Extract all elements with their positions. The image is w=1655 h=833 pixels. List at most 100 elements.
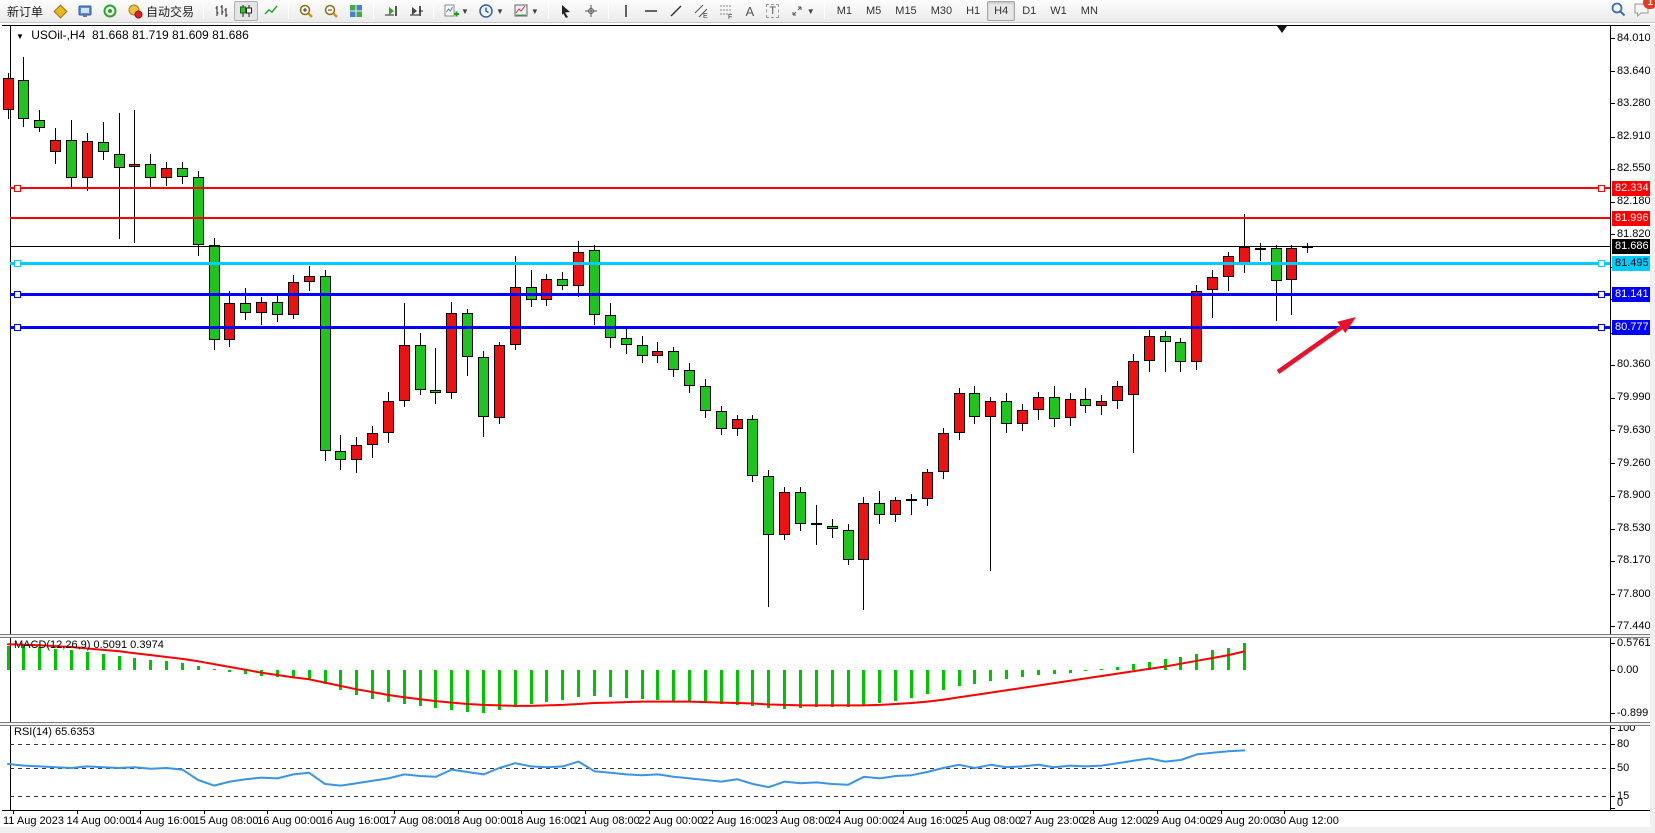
candlestick — [905, 499, 917, 502]
auto-scroll-button[interactable] — [379, 1, 403, 21]
candlestick — [874, 502, 886, 516]
time-axis-label: 30 Aug 12:00 — [1274, 815, 1339, 827]
dropdown-caret-icon: ▼ — [461, 6, 469, 16]
new-order-button[interactable]: 新订单 — [3, 1, 47, 21]
rsi-axis-label: 80 — [1617, 737, 1630, 750]
horizontal-line-81.686[interactable] — [10, 245, 1610, 247]
timeframe-button-M5[interactable]: M5 — [866, 5, 882, 17]
macd-histogram-bar — [751, 670, 755, 707]
chart-shift-marker[interactable] — [1277, 26, 1287, 33]
notifications-button[interactable]: 1 — [1633, 0, 1655, 18]
candlestick — [446, 312, 458, 393]
timeframe-button-M30[interactable]: M30 — [930, 5, 953, 17]
rsi-axis-tick — [1610, 808, 1615, 809]
line-handle[interactable] — [1598, 324, 1605, 331]
periods-button[interactable]: ▼ — [474, 1, 508, 21]
line-handle[interactable] — [14, 259, 21, 267]
candlestick — [97, 141, 109, 152]
candlestick-mode-button[interactable] — [234, 1, 259, 21]
time-tick — [140, 810, 142, 814]
price-tick — [1610, 626, 1615, 628]
zoom-out-button[interactable] — [319, 1, 343, 21]
macd-histogram-bar — [1116, 667, 1119, 671]
candlestick — [969, 392, 981, 417]
horizontal-line-82.334[interactable] — [10, 187, 1610, 190]
rsi-axis-label: 15 — [1617, 789, 1630, 802]
timeframe-button-W1[interactable]: W1 — [1050, 5, 1067, 17]
macd-histogram-bar — [1147, 661, 1151, 671]
arrows-tool-button[interactable]: ▼ — [785, 1, 819, 21]
line-handle[interactable] — [1598, 291, 1605, 299]
strategy-tester-button[interactable] — [98, 1, 122, 21]
candle-wick — [102, 122, 104, 160]
candlestick — [699, 386, 711, 412]
data-window-button[interactable] — [73, 1, 97, 21]
line-handle[interactable] — [1598, 184, 1605, 192]
fibonacci-tool-button[interactable]: F — [714, 1, 738, 21]
trendline-icon — [670, 5, 682, 17]
zoom-in-button[interactable] — [294, 1, 318, 21]
zoom-in-icon — [299, 4, 313, 18]
timeframe-button-M15[interactable]: M15 — [895, 5, 917, 17]
macd-histogram-bar — [608, 670, 612, 697]
templates-button[interactable]: ▼ — [509, 1, 543, 21]
vertical-line-tool-button[interactable] — [614, 1, 638, 21]
chart-shift-button[interactable] — [404, 1, 428, 21]
horizontal-line-81.996[interactable] — [10, 217, 1610, 220]
macd-histogram-bar — [735, 670, 739, 705]
timeframe-button-M1[interactable]: M1 — [836, 5, 852, 17]
trendline-tool-button[interactable] — [664, 1, 688, 21]
macd-histogram-bar — [1036, 670, 1040, 676]
horizontal-line-tool-button[interactable] — [639, 1, 663, 21]
price-tick-label: 82.910 — [1617, 130, 1651, 142]
line-handle[interactable] — [14, 291, 21, 299]
monitor-icon — [78, 5, 92, 17]
candlestick — [319, 276, 331, 451]
auto-trading-button[interactable]: 自动交易 — [123, 1, 198, 21]
price-tick-label: 79.630 — [1617, 423, 1651, 436]
macd-histogram-bar — [973, 670, 977, 684]
line-handle[interactable] — [14, 324, 21, 331]
add-indicator-icon — [444, 4, 460, 17]
macd-label: MACD(12,26,9) 0.5091 0.3974 — [14, 639, 164, 651]
search-icon[interactable] — [1610, 1, 1627, 18]
candlestick — [921, 472, 933, 500]
bar-chart-mode-button[interactable] — [209, 1, 233, 21]
price-tick — [1610, 430, 1615, 432]
candlestick — [684, 370, 695, 387]
timeframe-button-MN[interactable]: MN — [1080, 5, 1098, 17]
line-handle[interactable] — [14, 184, 21, 192]
time-tick — [902, 810, 904, 814]
panel-splitter-rsi[interactable] — [0, 722, 1655, 726]
candle-wick — [134, 109, 136, 243]
chevron-down-icon[interactable]: ▼ — [16, 32, 24, 41]
candlestick — [240, 303, 252, 313]
price-tick-label: 83.640 — [1617, 64, 1651, 77]
tile-windows-button[interactable] — [344, 1, 368, 21]
horizontal-line-81.141[interactable] — [10, 293, 1610, 297]
cursor-tool-button[interactable] — [554, 1, 578, 21]
horizontal-line-81.495[interactable] — [10, 261, 1610, 265]
indicators-button[interactable]: ▼ — [439, 1, 473, 21]
time-tick — [966, 810, 968, 814]
horizontal-line-80.777[interactable] — [10, 326, 1610, 329]
macd-histogram-bar — [212, 669, 216, 671]
price-tick-label: 83.280 — [1617, 96, 1651, 109]
timeframe-button-H4[interactable]: H4 — [987, 1, 1016, 21]
timeframe-button-D1[interactable]: D1 — [1022, 5, 1037, 17]
text-label-tool-button[interactable]: T — [762, 1, 784, 21]
text-tool-button[interactable]: A — [739, 1, 761, 21]
macd-histogram-bar — [1163, 659, 1167, 671]
macd-histogram-bar — [1242, 643, 1246, 671]
time-axis-label: 18 Aug 16:00 — [511, 815, 577, 827]
macd-axis-tick — [1610, 670, 1615, 672]
channel-tool-button[interactable]: E — [689, 1, 713, 21]
market-watch-icon-button[interactable] — [48, 1, 72, 21]
macd-histogram-bar — [878, 670, 882, 704]
crosshair-tool-button[interactable] — [579, 1, 603, 21]
line-handle[interactable] — [1598, 259, 1605, 267]
timeframe-button-H1[interactable]: H1 — [966, 5, 981, 17]
line-chart-mode-button[interactable] — [259, 1, 283, 21]
chart-window[interactable]: ▼ USOil-,H4 81.668 81.719 81.609 81.686 — [0, 24, 1655, 833]
panel-splitter-macd[interactable] — [0, 634, 1655, 638]
